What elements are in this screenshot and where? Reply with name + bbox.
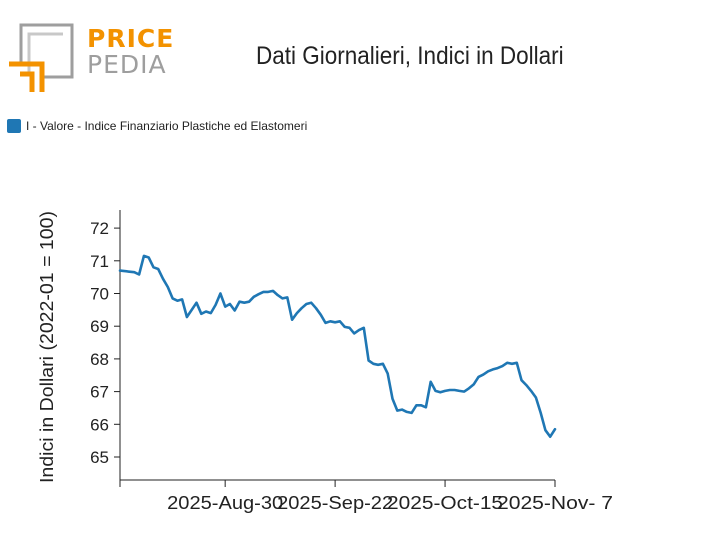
series-line <box>118 254 557 439</box>
y-tick-label: 67 <box>90 383 109 402</box>
logo-text-price: PRICE <box>87 24 175 53</box>
page-title: Dati Giornalieri, Indici in Dollari <box>256 42 564 70</box>
logo-brackets-icon <box>9 23 74 92</box>
y-tick-label: 68 <box>90 350 109 369</box>
legend-swatch <box>7 119 21 133</box>
x-tick-label: 2025-Aug-30 <box>167 493 283 513</box>
x-tick-label: 2025-Sep-22 <box>277 493 393 513</box>
x-tick-label: 2025-Oct-15 <box>387 493 503 513</box>
y-tick-label: 65 <box>90 448 109 467</box>
logo-text-pedia: PEDIA <box>87 50 167 79</box>
chart-legend[interactable]: I - Valore - Indice Finanziario Plastich… <box>7 119 307 133</box>
y-tick-label: 72 <box>90 219 109 238</box>
pricepedia-logo: PRICE PEDIA <box>8 22 173 92</box>
legend-label: I - Valore - Indice Finanziario Plastich… <box>26 119 308 133</box>
y-tick-label: 66 <box>90 415 109 434</box>
y-axis-label: Indici in Dollari (2022-01 = 100) <box>37 211 57 483</box>
y-tick-label: 70 <box>90 285 109 304</box>
y-tick-label: 71 <box>90 252 109 271</box>
x-tick-label: 2025-Nov- 7 <box>497 493 613 513</box>
y-tick-label: 69 <box>90 317 109 336</box>
